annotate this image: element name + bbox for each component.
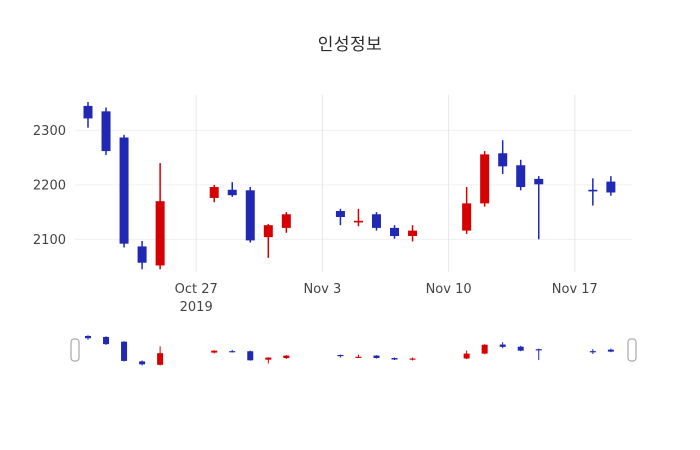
- rangeslider-candle-body: [391, 358, 398, 360]
- rangeslider-candle-body: [85, 335, 91, 339]
- rangeslider-handle-right[interactable]: [627, 338, 637, 362]
- rangeslider-candle-body: [229, 351, 236, 353]
- rangeslider-candle-body: [247, 351, 254, 361]
- candle-body: [390, 227, 400, 237]
- candle-body: [534, 178, 544, 185]
- candle-body: [353, 220, 363, 223]
- rangeslider-handle-left[interactable]: [70, 338, 80, 362]
- rangeslider-candle-body: [157, 353, 164, 365]
- rangeslider-candle-body: [499, 344, 506, 347]
- candle-body: [462, 203, 472, 231]
- y-tick-label: 2100: [33, 233, 66, 248]
- rangeslider-candle-body: [373, 355, 380, 359]
- x-tick-label: Oct 27: [175, 282, 218, 297]
- candle-body: [498, 153, 508, 167]
- candle-body: [245, 190, 255, 241]
- candle-body: [137, 246, 147, 263]
- rangeslider-candle-body: [463, 353, 470, 359]
- rangeslider-candle-body: [121, 341, 128, 361]
- candle-body: [606, 181, 616, 193]
- rangeslider-candle-body: [589, 351, 596, 353]
- rangeslider-candle-body: [211, 350, 218, 353]
- y-tick-label: 2200: [33, 178, 66, 193]
- rangeslider-candle-body: [265, 357, 272, 360]
- rangeslider-candle-body: [481, 344, 488, 354]
- candle-body: [335, 211, 345, 217]
- rangeslider-candle-body: [607, 349, 614, 352]
- x-tick-label: Nov 17: [552, 282, 598, 297]
- rangeslider-candle-body: [337, 354, 344, 357]
- x-tick-label: Nov 10: [426, 282, 472, 297]
- candle-body: [119, 137, 129, 244]
- candle-body: [480, 154, 490, 204]
- candle-body: [155, 201, 165, 266]
- candle-body: [209, 187, 219, 198]
- candle-body: [588, 189, 598, 192]
- rangeslider-candle-body: [535, 349, 542, 351]
- candle-body: [408, 230, 418, 237]
- rangeslider-candle-body: [283, 355, 290, 359]
- candle-body: [371, 214, 381, 228]
- x-tick-sublabel: 2019: [180, 300, 213, 315]
- x-tick-label: Nov 3: [303, 282, 341, 297]
- y-tick-label: 2300: [33, 124, 66, 139]
- candle-body: [83, 105, 93, 119]
- candle-body: [281, 214, 291, 228]
- candle-body: [516, 165, 526, 188]
- candle-body: [263, 225, 273, 238]
- candle-body: [227, 189, 237, 196]
- rangeslider-candle-body: [103, 336, 110, 345]
- rangeslider-candle-body: [517, 346, 524, 351]
- rangeslider-candle-body: [139, 361, 146, 365]
- rangeslider-track[interactable]: [75, 330, 632, 370]
- rangeslider-candle-body: [409, 358, 416, 360]
- chart-title: 인성정보: [317, 35, 383, 55]
- candle-body: [101, 111, 111, 152]
- rangeslider-candle-body: [355, 356, 362, 358]
